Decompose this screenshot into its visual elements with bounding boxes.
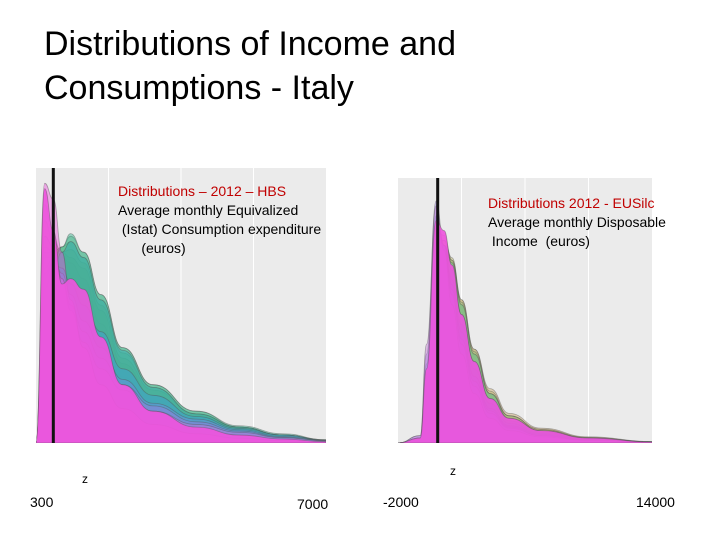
slide-title-line-2: Consumptions - Italy [44,69,354,107]
eusilc-x-tick-min: -2000 [383,494,419,510]
eusilc-x-tick-max: 14000 [636,494,675,510]
hbs-title-line-1: Distributions – 2012 – HBS [118,183,287,199]
hbs-title-line-2: Average monthly Equivalized [118,202,299,218]
hbs-chart-title: Distributions – 2012 – HBS Average month… [118,182,321,258]
hbs-distribution-chart [36,168,326,443]
eusilc-chart-title: Distributions 2012 - EUSilc Average mont… [488,194,666,251]
slide-title-line-1: Distributions of Income and [44,25,456,63]
slide-title: Distributions of Income and Consumptions… [44,22,684,110]
eusilc-title-line-1: Distributions 2012 - EUSilc [488,195,655,211]
hbs-z-label: z [82,472,88,486]
eusilc-z-label: z [450,464,456,478]
hbs-title-line-3: (Istat) Consumption expenditure [118,221,322,237]
hbs-title-line-4: (euros) [118,240,186,256]
hbs-x-tick-min: 300 [30,494,54,510]
eusilc-title-line-2: Average monthly Disposable [488,214,666,230]
eusilc-distribution-plot [398,178,652,443]
density-series-0 [36,188,326,443]
hbs-x-tick-max: 7000 [297,496,329,512]
hbs-distribution-plot [36,168,326,443]
eusilc-distribution-chart [398,178,652,443]
density-series-0 [398,220,652,443]
eusilc-title-line-3: Income (euros) [488,233,590,249]
